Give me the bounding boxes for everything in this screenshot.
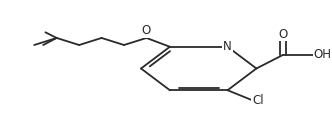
Text: Cl: Cl xyxy=(252,94,264,107)
Text: O: O xyxy=(278,28,288,41)
Text: OH: OH xyxy=(313,48,331,61)
Text: O: O xyxy=(142,24,151,37)
Text: N: N xyxy=(223,40,232,53)
